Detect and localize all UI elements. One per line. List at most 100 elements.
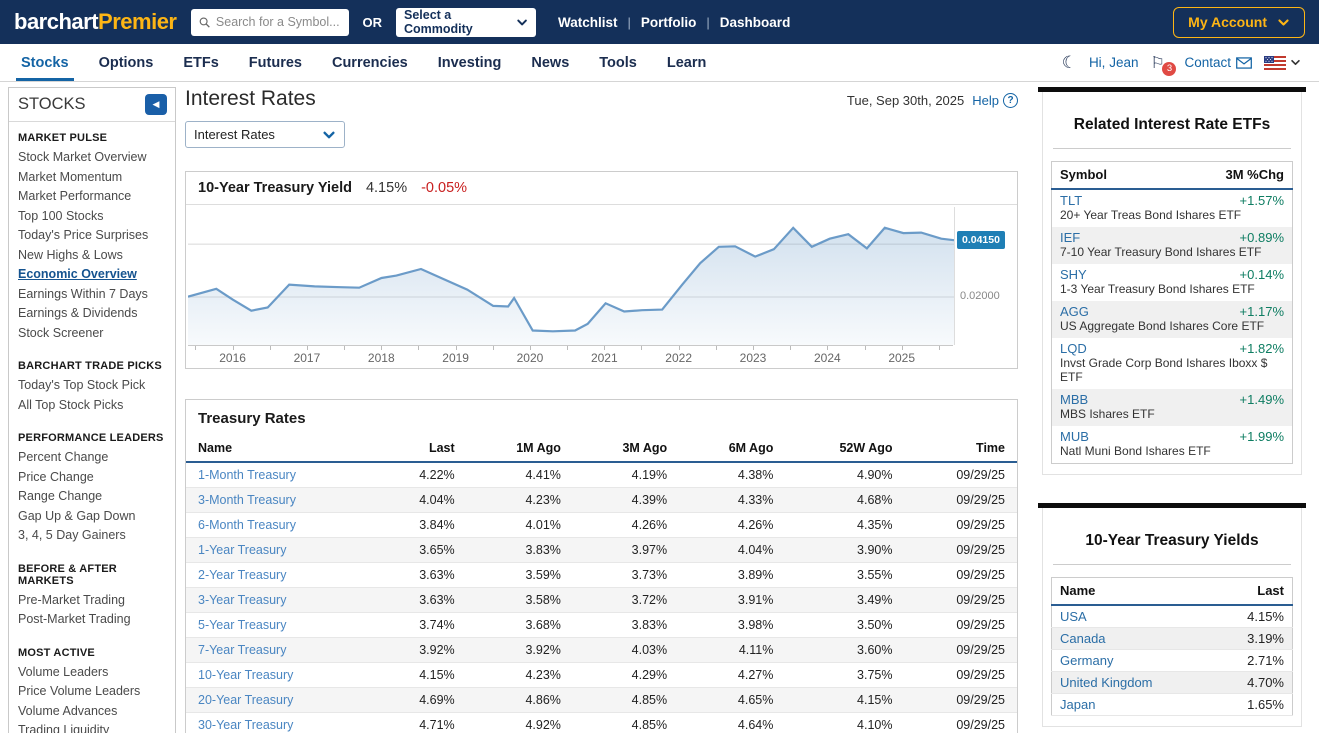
sidebar-item-today-s-price-surprises[interactable]: Today's Price Surprises bbox=[18, 228, 149, 242]
treasury-value-cell: 4.04% bbox=[374, 487, 467, 513]
treasury-name-link[interactable]: 3-Year Treasury bbox=[186, 587, 375, 613]
sidebar-item-volume-advances[interactable]: Volume Advances bbox=[18, 703, 118, 718]
nav-item-stocks[interactable]: Stocks bbox=[6, 44, 84, 81]
etf-symbol-link[interactable]: IEF bbox=[1060, 230, 1081, 245]
column-header[interactable]: 1M Ago bbox=[466, 437, 573, 463]
treasury-value-cell: 3.55% bbox=[785, 562, 905, 588]
sidebar-item-market-momentum[interactable]: Market Momentum bbox=[18, 169, 123, 184]
portfolio-link[interactable]: Portfolio bbox=[640, 14, 697, 30]
sidebar-sections: MARKET PULSE Stock Market Overview Market … bbox=[9, 122, 175, 733]
country-name-link[interactable]: USA bbox=[1051, 605, 1214, 628]
watchlist-link[interactable]: Watchlist bbox=[558, 14, 618, 30]
help-link[interactable]: Help ? bbox=[972, 93, 1018, 108]
column-header[interactable]: 3M Ago bbox=[572, 437, 680, 463]
sidebar-item-economic-overview[interactable]: Economic Overview bbox=[18, 267, 137, 281]
country-name-link[interactable]: Japan bbox=[1051, 693, 1214, 716]
sidebar-item-3-4-5-day-gainers[interactable]: 3, 4, 5 Day Gainers bbox=[18, 528, 126, 542]
sidebar-item-stock-screener[interactable]: Stock Screener bbox=[18, 325, 104, 340]
nav-item-learn[interactable]: Learn bbox=[666, 54, 707, 71]
sidebar-item-today-s-top-stock-pick[interactable]: Today's Top Stock Pick bbox=[18, 378, 146, 392]
sidebar-item-gap-up-gap-down[interactable]: Gap Up & Gap Down bbox=[18, 508, 136, 523]
treasury-rates-table: Name Last 1M Ago 3M Ago 6M Ago 52W Ago Time 1-… bbox=[186, 437, 1017, 733]
nav-item-options[interactable]: Options bbox=[98, 54, 154, 71]
sidebar-item-volume-leaders[interactable]: Volume Leaders bbox=[18, 664, 109, 679]
chart-plot-area[interactable] bbox=[188, 207, 955, 345]
sidebar-item-percent-change[interactable]: Percent Change bbox=[18, 450, 109, 464]
treasury-value-cell: 3.84% bbox=[374, 512, 467, 538]
etf-row: SHY +0.14% 1-3 Year Treasury Bond Ishares … bbox=[1052, 264, 1293, 301]
column-header[interactable]: Last bbox=[1213, 577, 1293, 606]
nav-item-news[interactable]: News bbox=[531, 54, 570, 71]
sidebar-item-range-change[interactable]: Range Change bbox=[18, 489, 103, 503]
nav-items: Stocks Options ETFs Futures Currencies Invest… bbox=[6, 44, 721, 81]
column-header[interactable]: Time bbox=[904, 437, 1017, 463]
treasury-name-link[interactable]: 6-Month Treasury bbox=[186, 512, 375, 538]
nav-item-investing[interactable]: Investing bbox=[437, 54, 502, 71]
column-header[interactable]: Name bbox=[186, 437, 375, 463]
etf-symbol-link[interactable]: MUB bbox=[1060, 429, 1089, 444]
sidebar-item-top-100-stocks[interactable]: Top 100 Stocks bbox=[18, 208, 104, 223]
symbol-search-box[interactable] bbox=[190, 8, 349, 36]
dashboard-link[interactable]: Dashboard bbox=[719, 14, 791, 30]
x-axis-tick bbox=[492, 346, 494, 350]
sidebar-item-all-top-stock-picks[interactable]: All Top Stock Picks bbox=[18, 397, 124, 412]
etf-symbol-link[interactable]: AGG bbox=[1060, 304, 1089, 319]
sidebar-item-pre-market-trading[interactable]: Pre-Market Trading bbox=[18, 592, 125, 607]
nav-item-tools[interactable]: Tools bbox=[599, 54, 637, 71]
treasury-name-link[interactable]: 30-Year Treasury bbox=[186, 712, 375, 733]
sidebar-item-post-market-trading[interactable]: Post-Market Trading bbox=[18, 612, 131, 626]
treasury-name-link[interactable]: 10-Year Treasury bbox=[186, 662, 375, 688]
sidebar-collapse-button[interactable]: ◀ bbox=[145, 94, 167, 115]
treasury-name-link[interactable]: 20-Year Treasury bbox=[186, 687, 375, 713]
country-name-link[interactable]: United Kingdom bbox=[1051, 671, 1214, 694]
nav-item-etfs[interactable]: ETFs bbox=[183, 54, 219, 71]
column-header[interactable]: 6M Ago bbox=[679, 437, 786, 463]
my-account-button[interactable]: My Account bbox=[1173, 6, 1305, 38]
etf-symbol-link[interactable]: MBB bbox=[1060, 392, 1089, 407]
country-name-link[interactable]: Canada bbox=[1051, 627, 1214, 650]
chart-axis-gutter: 0.04150 0.02000 bbox=[955, 207, 1017, 345]
dark-mode-icon[interactable]: ☾ bbox=[1061, 53, 1077, 72]
column-header[interactable]: 52W Ago bbox=[785, 437, 905, 463]
sidebar-item-stock-market-overview[interactable]: Stock Market Overview bbox=[18, 150, 147, 164]
nav-item-currencies[interactable]: Currencies bbox=[331, 54, 408, 71]
treasury-name-link[interactable]: 3-Month Treasury bbox=[186, 487, 375, 513]
sidebar-item-price-change[interactable]: Price Change bbox=[18, 469, 94, 484]
country-name-link[interactable]: Germany bbox=[1051, 649, 1214, 672]
nav-item-futures[interactable]: Futures bbox=[248, 54, 302, 71]
column-header[interactable]: Symbol bbox=[1051, 161, 1163, 190]
sidebar-item-trading-liquidity[interactable]: Trading Liquidity bbox=[18, 723, 110, 733]
sidebar-item-price-volume-leaders[interactable]: Price Volume Leaders bbox=[18, 684, 141, 698]
etf-symbol-link[interactable]: TLT bbox=[1060, 193, 1083, 208]
treasury-name-link[interactable]: 5-Year Treasury bbox=[186, 612, 375, 638]
etf-symbol-link[interactable]: SHY bbox=[1060, 267, 1087, 282]
column-header[interactable]: Name bbox=[1051, 577, 1214, 606]
contact-link[interactable]: Contact bbox=[1184, 55, 1252, 70]
table-row: 3-Month Treasury 4.04% 4.23% 4.39% 4.33% 4.68… bbox=[186, 487, 1017, 513]
chart-header: 10-Year Treasury Yield 4.15% -0.05% bbox=[186, 172, 1017, 205]
column-header[interactable]: 3M %Chg bbox=[1162, 161, 1293, 190]
etf-symbol-link[interactable]: LQD bbox=[1060, 341, 1087, 356]
treasury-value-cell: 09/29/25 bbox=[904, 612, 1017, 638]
symbol-search-input[interactable] bbox=[215, 15, 341, 29]
column-header[interactable]: Last bbox=[374, 437, 467, 463]
language-selector[interactable] bbox=[1264, 55, 1301, 70]
commodity-select[interactable]: Select a Commodity bbox=[396, 7, 536, 37]
treasury-name-link[interactable]: 7-Year Treasury bbox=[186, 637, 375, 663]
treasury-name-link[interactable]: 1-Month Treasury bbox=[186, 462, 375, 488]
sidebar-item-earnings-within-7-days[interactable]: Earnings Within 7 Days bbox=[18, 286, 148, 301]
sidebar-item-earnings-dividends[interactable]: Earnings & Dividends bbox=[18, 306, 138, 320]
barchart-logo[interactable]: barchartPremier bbox=[14, 9, 177, 35]
notifications-flag-icon[interactable]: ⚐ 3 bbox=[1150, 53, 1177, 76]
view-select-dropdown[interactable]: Interest Rates bbox=[185, 121, 345, 148]
x-axis-label: 2025 bbox=[888, 351, 916, 365]
global-yields-title: 10-Year Treasury Yields bbox=[1085, 532, 1259, 549]
user-greeting[interactable]: Hi, Jean bbox=[1088, 55, 1139, 70]
etf-row-top: TLT +1.57% bbox=[1060, 193, 1284, 208]
treasury-name-link[interactable]: 2-Year Treasury bbox=[186, 562, 375, 588]
yield-row: Japan 1.65% bbox=[1051, 693, 1293, 716]
sidebar-item-market-performance[interactable]: Market Performance bbox=[18, 189, 132, 203]
table-row: 7-Year Treasury 3.92% 3.92% 4.03% 4.11% 3.60%… bbox=[186, 637, 1017, 663]
treasury-name-link[interactable]: 1-Year Treasury bbox=[186, 537, 375, 563]
sidebar-item-new-highs-lows[interactable]: New Highs & Lows bbox=[18, 247, 123, 262]
